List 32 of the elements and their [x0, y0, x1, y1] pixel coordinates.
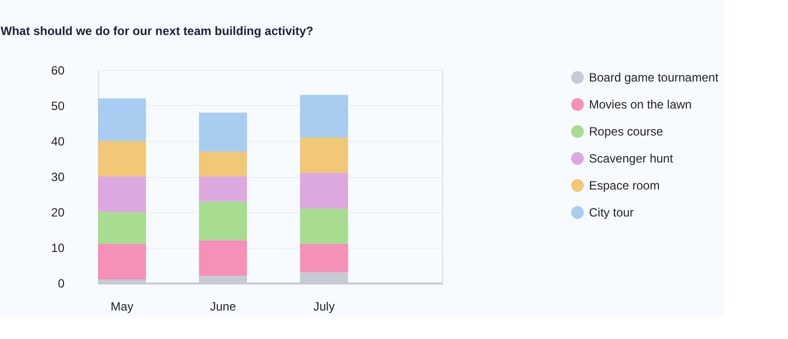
y-tick-label: 30: [51, 170, 65, 184]
y-tick-label: 0: [58, 276, 65, 290]
legend-label: City tour: [589, 206, 634, 220]
bar: [300, 137, 348, 173]
bar: [300, 172, 348, 208]
y-tick-label: 50: [51, 99, 65, 113]
bar: [98, 244, 146, 280]
bar: [98, 141, 146, 176]
legend-label: Scavenger hunt: [589, 152, 674, 166]
bar: [199, 152, 248, 176]
x-tick-label: June: [210, 300, 236, 314]
x-tick-label: July: [313, 300, 335, 314]
bar: [300, 244, 348, 272]
legend-label: Ropes course: [589, 124, 664, 138]
bar: [300, 208, 348, 244]
bar: [199, 201, 248, 240]
y-tick-label: 60: [51, 64, 65, 78]
x-tick-label: May: [110, 300, 134, 314]
bar: [199, 240, 248, 276]
y-tick-label: 20: [51, 206, 65, 220]
chart-title: What should we do for our next team building activity?: [0, 24, 314, 38]
bar: [199, 112, 248, 152]
y-tick-label: 40: [51, 134, 65, 148]
legend-label: Movies on the lawn: [589, 98, 692, 112]
bar: [98, 212, 146, 244]
bar: [98, 176, 146, 212]
bar: [300, 94, 348, 138]
bar: [98, 98, 146, 141]
y-tick-label: 10: [51, 241, 65, 255]
legend-label: Board game tournament: [589, 70, 720, 84]
bar: [199, 176, 248, 202]
legend-label: Espace room: [589, 178, 660, 192]
